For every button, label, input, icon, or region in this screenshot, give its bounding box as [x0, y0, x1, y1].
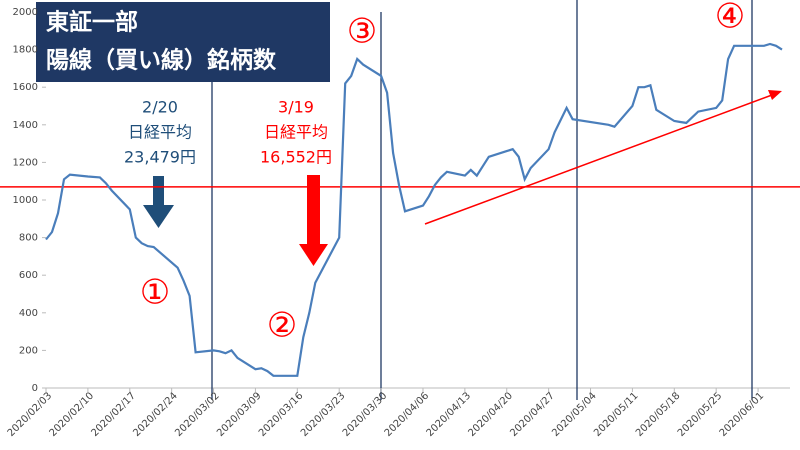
title-box [36, 2, 330, 82]
y-tick-label: 0 [32, 383, 38, 394]
y-tick-label: 1200 [13, 157, 38, 168]
arrow [153, 176, 164, 206]
y-tick-label: 2000 [13, 7, 38, 18]
circled-marker: ① [140, 273, 170, 313]
circled-marker: ③ [347, 12, 377, 52]
y-tick-label: 400 [19, 308, 38, 319]
y-tick-label: 1000 [13, 195, 38, 206]
annotation: 16,552円 [260, 148, 332, 167]
annotation: 23,479円 [124, 148, 196, 167]
arrow [307, 175, 320, 245]
chart-title: 東証一部 [46, 9, 138, 36]
y-tick-label: 1800 [13, 45, 38, 56]
data-line [45, 42, 783, 377]
y-tick-label: 1400 [13, 120, 38, 131]
trend-arrow-head [768, 90, 782, 100]
arrow [299, 244, 328, 266]
y-tick-label: 200 [19, 345, 38, 356]
x-tick-label: 2020/06/01 [718, 390, 767, 439]
trend-arrow [424, 94, 773, 225]
y-tick-label: 600 [19, 270, 38, 281]
circled-marker: ④ [715, 0, 745, 37]
annotation: 日経平均 [128, 123, 192, 142]
y-tick-label: 800 [19, 233, 38, 244]
arrow [143, 205, 174, 228]
circled-marker: ② [267, 306, 297, 346]
annotation: 2/20 [142, 98, 178, 117]
y-tick-label: 1600 [13, 82, 38, 93]
chart-subtitle: 陽線（買い線）銘柄数 [46, 47, 277, 74]
annotation: 日経平均 [264, 123, 328, 142]
annotation: 3/19 [278, 98, 314, 117]
